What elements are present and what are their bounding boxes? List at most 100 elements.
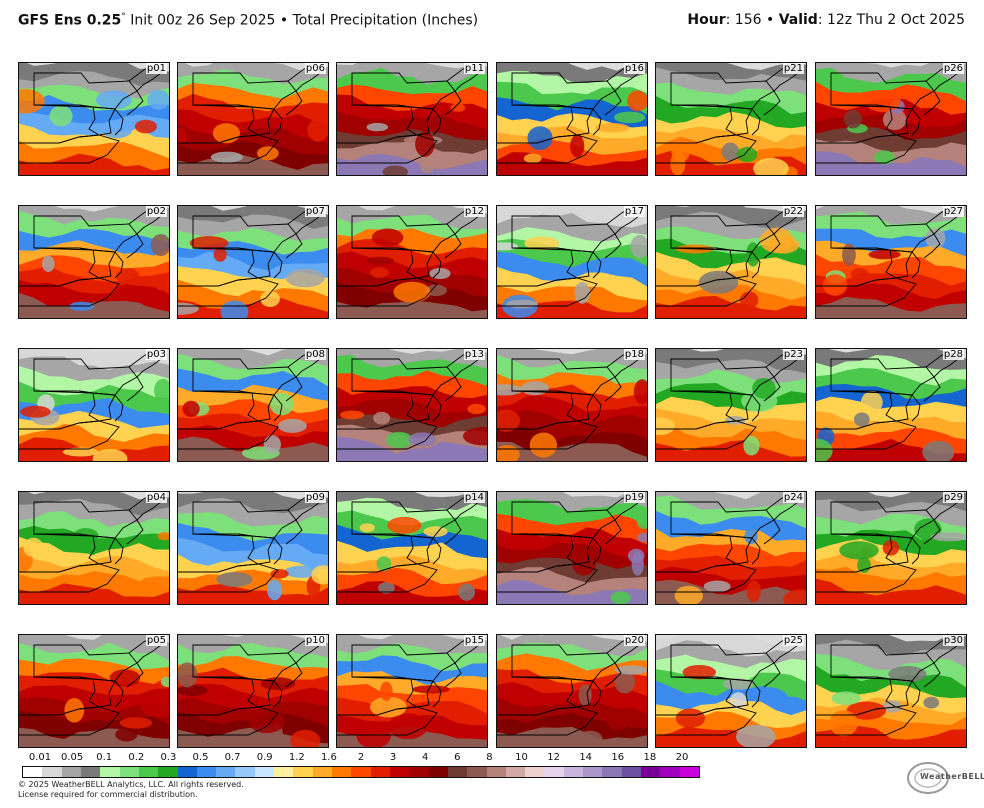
state-border (763, 90, 781, 116)
ensemble-member-panel-p17: p17 (496, 205, 648, 319)
colorbar-tick-label: 0.01 (28, 752, 52, 763)
precip-blob (210, 151, 244, 163)
precip-blob (387, 516, 422, 534)
license-line: License required for commercial distribu… (18, 790, 198, 799)
precip-blob (388, 713, 428, 740)
precip-blob (595, 123, 630, 133)
colorbar-tick-label: 4 (422, 752, 429, 763)
state-border (237, 676, 259, 708)
state-border (911, 394, 921, 422)
precip-blob (369, 267, 390, 278)
state-border (351, 358, 456, 396)
precip-blob (366, 122, 389, 132)
state-border (178, 420, 279, 450)
precip-blob (882, 540, 900, 556)
precip-blob (252, 127, 288, 142)
state-border (444, 662, 462, 688)
precip-map-p21 (656, 63, 806, 175)
precip-blob (260, 290, 280, 307)
state-border (432, 108, 442, 136)
precip-blob (263, 435, 281, 454)
weatherbell-logo-icon (907, 762, 949, 794)
colorbar-tick-label: 0.2 (128, 752, 145, 763)
state-border (178, 563, 279, 593)
precip-map-p03 (19, 349, 169, 461)
state-border (670, 501, 775, 539)
precip-blob (736, 147, 758, 163)
state-border (670, 644, 775, 682)
state-border (604, 376, 622, 402)
colorbar-swatch (583, 767, 603, 777)
precip-blob (630, 234, 647, 258)
precip-blob (744, 528, 758, 545)
precip-band (337, 436, 487, 461)
ensemble-member-panel-p09: p09 (177, 491, 329, 605)
precip-blob (382, 165, 408, 175)
panel-label: p06 (304, 63, 326, 74)
valid-value: : 12z Thu 2 Oct 2025 (817, 12, 965, 28)
colorbar-swatch (177, 767, 197, 777)
precip-blob (42, 255, 55, 272)
state-border (19, 706, 120, 736)
colorbar (22, 766, 700, 778)
precip-blob (873, 150, 895, 165)
precip-blob (746, 580, 761, 603)
state-border (923, 90, 941, 116)
colorbar-swatch (641, 767, 661, 777)
precip-blob (182, 400, 200, 418)
precip-blob (178, 127, 188, 144)
state-border (604, 519, 622, 545)
state-border (396, 533, 418, 565)
hour-label: Hour (687, 12, 726, 28)
precip-blob (671, 136, 691, 163)
ensemble-member-panel-p18: p18 (496, 348, 648, 462)
state-border (126, 233, 144, 259)
state-border (78, 676, 100, 708)
state-border (497, 563, 598, 593)
precip-blob (923, 696, 940, 709)
state-border (78, 390, 100, 422)
precip-blob (853, 412, 870, 427)
panel-label: p03 (145, 349, 167, 360)
colorbar-swatch (42, 767, 62, 777)
precip-blob (429, 267, 451, 280)
colorbar-tick-label: 1.6 (320, 752, 337, 763)
precip-blob (783, 589, 806, 604)
state-border (911, 108, 921, 136)
state-border (19, 563, 120, 593)
ensemble-member-panel-p20: p20 (496, 634, 648, 748)
precip-blob (138, 289, 169, 308)
colorbar-swatch (389, 767, 410, 777)
state-border (432, 394, 442, 422)
state-border (497, 706, 598, 736)
colorbar-swatch (486, 767, 506, 777)
precip-map-p18 (497, 349, 647, 461)
state-border (337, 420, 438, 450)
precip-blob (419, 157, 436, 174)
ensemble-member-panel-p01: p01 (18, 62, 170, 176)
precip-blob (739, 291, 759, 309)
state-border (178, 134, 279, 164)
state-border (78, 104, 100, 136)
state-border (592, 251, 602, 279)
panel-label: p05 (145, 635, 167, 646)
colorbar-swatch (254, 767, 275, 777)
precip-band (337, 153, 487, 175)
valid-label: Valid (778, 12, 818, 28)
state-border (351, 215, 456, 253)
precip-band (19, 583, 169, 604)
precip-blob (359, 523, 375, 533)
state-border (33, 215, 138, 253)
ensemble-member-panel-p21: p21 (655, 62, 807, 176)
precip-blob (393, 281, 431, 303)
precip-map-p11 (337, 63, 487, 175)
precip-blob (574, 281, 591, 304)
colorbar-tick-label: 0.3 (160, 752, 177, 763)
state-border (19, 420, 120, 450)
state-border (126, 90, 144, 116)
state-border (715, 104, 737, 136)
state-border (556, 247, 578, 279)
state-border (604, 90, 622, 116)
state-border (237, 390, 259, 422)
precip-blob (850, 268, 869, 280)
